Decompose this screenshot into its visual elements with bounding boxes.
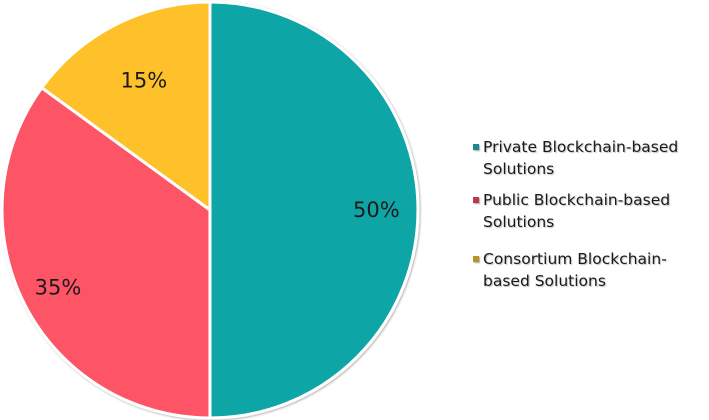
legend-marker-consortium-icon (473, 256, 479, 262)
legend-label: Private Blockchain-based (483, 138, 679, 156)
legend-label: based Solutions (483, 272, 606, 290)
slice-label-private: 50% (353, 198, 400, 222)
slice-label-consortium: 15% (121, 68, 168, 92)
legend-marker-public-icon (473, 197, 479, 203)
legend-label: Solutions (483, 160, 555, 178)
pie-slice-private (208, 0, 420, 420)
legend-label: Solutions (483, 213, 555, 231)
pie-slice-consortium (39, 0, 212, 213)
pie-slice-public (0, 85, 212, 420)
slice-label-public: 35% (35, 275, 82, 299)
chart-legend: Private Blockchain-based Solutions Publi… (473, 136, 709, 301)
legend-item-public: Public Blockchain-based Solutions (473, 189, 709, 233)
legend-item-private: Private Blockchain-based Solutions (473, 136, 709, 180)
legend-label: Consortium Blockchain- (483, 250, 667, 268)
legend-label: Public Blockchain-based (483, 191, 671, 209)
legend-marker-private-icon (473, 144, 479, 150)
legend-item-consortium: Consortium Blockchain- based Solutions (473, 248, 709, 292)
